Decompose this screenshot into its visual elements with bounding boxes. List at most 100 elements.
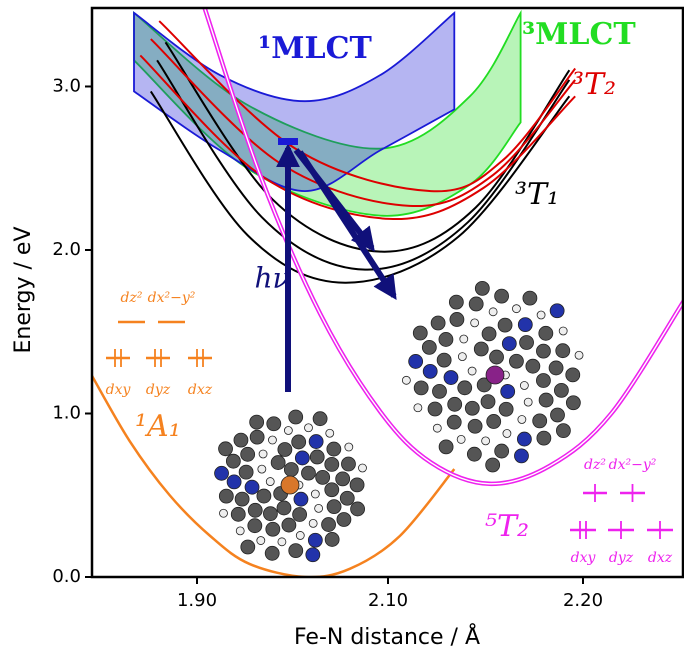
y-tick-label: 1.0	[52, 402, 81, 423]
atom	[458, 353, 466, 361]
atom	[423, 364, 437, 378]
atom	[289, 544, 303, 558]
atom	[449, 295, 463, 309]
atom	[439, 440, 453, 454]
atom	[428, 402, 442, 416]
atom	[311, 490, 319, 498]
orbital-label: dxz	[648, 550, 673, 566]
atom	[268, 436, 276, 444]
orbital-label: dx²−y²	[148, 290, 196, 306]
atom	[481, 395, 495, 409]
atom	[467, 447, 481, 461]
atom	[498, 318, 512, 332]
atom	[227, 475, 241, 489]
atom	[266, 478, 274, 486]
state-bar	[278, 138, 298, 145]
atom	[474, 342, 488, 356]
y-axis-label: Energy / eV	[11, 226, 36, 353]
atom	[413, 326, 427, 340]
atom	[512, 305, 520, 313]
atom	[471, 319, 479, 327]
atom	[325, 483, 339, 497]
atom	[310, 450, 324, 464]
atom	[518, 415, 526, 423]
atom	[490, 350, 504, 364]
atom	[327, 442, 341, 456]
metal	[281, 476, 299, 494]
x-tick-label: 1.90	[177, 590, 217, 611]
atom	[487, 414, 501, 428]
atom	[536, 344, 550, 358]
atom	[457, 435, 465, 443]
x-axis-label: Fe-N distance / Å	[294, 623, 480, 650]
series-label: ⁵T₂	[485, 509, 529, 544]
atom	[439, 332, 453, 346]
orbital-label: dxz	[188, 382, 213, 398]
atom	[469, 297, 483, 311]
atom	[236, 527, 244, 535]
atom	[226, 454, 240, 468]
atom	[550, 304, 564, 318]
atom	[257, 537, 265, 545]
atom	[294, 492, 308, 506]
atom	[468, 367, 476, 375]
atom	[241, 540, 255, 554]
atom	[215, 466, 229, 480]
atom	[495, 444, 509, 458]
atom	[520, 335, 534, 349]
atom	[325, 457, 339, 471]
atom	[234, 433, 248, 447]
atom	[235, 492, 249, 506]
atom	[278, 538, 286, 546]
atom	[265, 546, 279, 560]
atom	[422, 340, 436, 354]
atom	[231, 507, 245, 521]
atom	[308, 533, 322, 547]
atom	[306, 548, 320, 562]
atom	[524, 398, 532, 406]
atom	[267, 417, 281, 431]
atom	[241, 447, 255, 461]
atom	[520, 381, 528, 389]
atom	[482, 327, 496, 341]
atom	[219, 442, 233, 456]
chart: hν Fe-N distance / Å Energy / eV 0.01.02…	[0, 0, 684, 654]
atom	[447, 415, 461, 429]
atom	[358, 464, 366, 472]
atom	[351, 502, 365, 516]
atom	[554, 383, 568, 397]
atom	[278, 443, 292, 457]
y-tick-label: 3.0	[52, 75, 81, 96]
orbital-label: dxy	[106, 382, 132, 398]
orbital-label: dyz	[609, 550, 634, 566]
atom	[313, 412, 327, 426]
atom	[248, 519, 262, 533]
atom	[304, 424, 312, 432]
atom	[556, 424, 570, 438]
atom	[486, 458, 500, 472]
atom	[503, 429, 511, 437]
orbital-label: dx²−y²	[609, 457, 657, 473]
atom	[284, 463, 298, 477]
orbital-label: dxy	[571, 550, 597, 566]
atom	[526, 359, 540, 373]
atom	[282, 518, 296, 532]
atom	[551, 408, 565, 422]
orbital-label: dyz	[146, 382, 171, 398]
atom	[293, 508, 307, 522]
atom	[414, 381, 428, 395]
series-label: ¹MLCT	[258, 31, 372, 66]
atom	[460, 335, 468, 343]
atom	[296, 531, 304, 539]
atom	[301, 466, 315, 480]
atom	[450, 312, 464, 326]
atom	[250, 415, 264, 429]
atom	[556, 344, 570, 358]
atom	[315, 504, 323, 512]
atom	[263, 507, 277, 521]
atom	[327, 500, 341, 514]
atom	[309, 435, 323, 449]
atom	[277, 501, 291, 515]
series-label: ³T₁	[515, 177, 559, 212]
atom	[326, 429, 334, 437]
